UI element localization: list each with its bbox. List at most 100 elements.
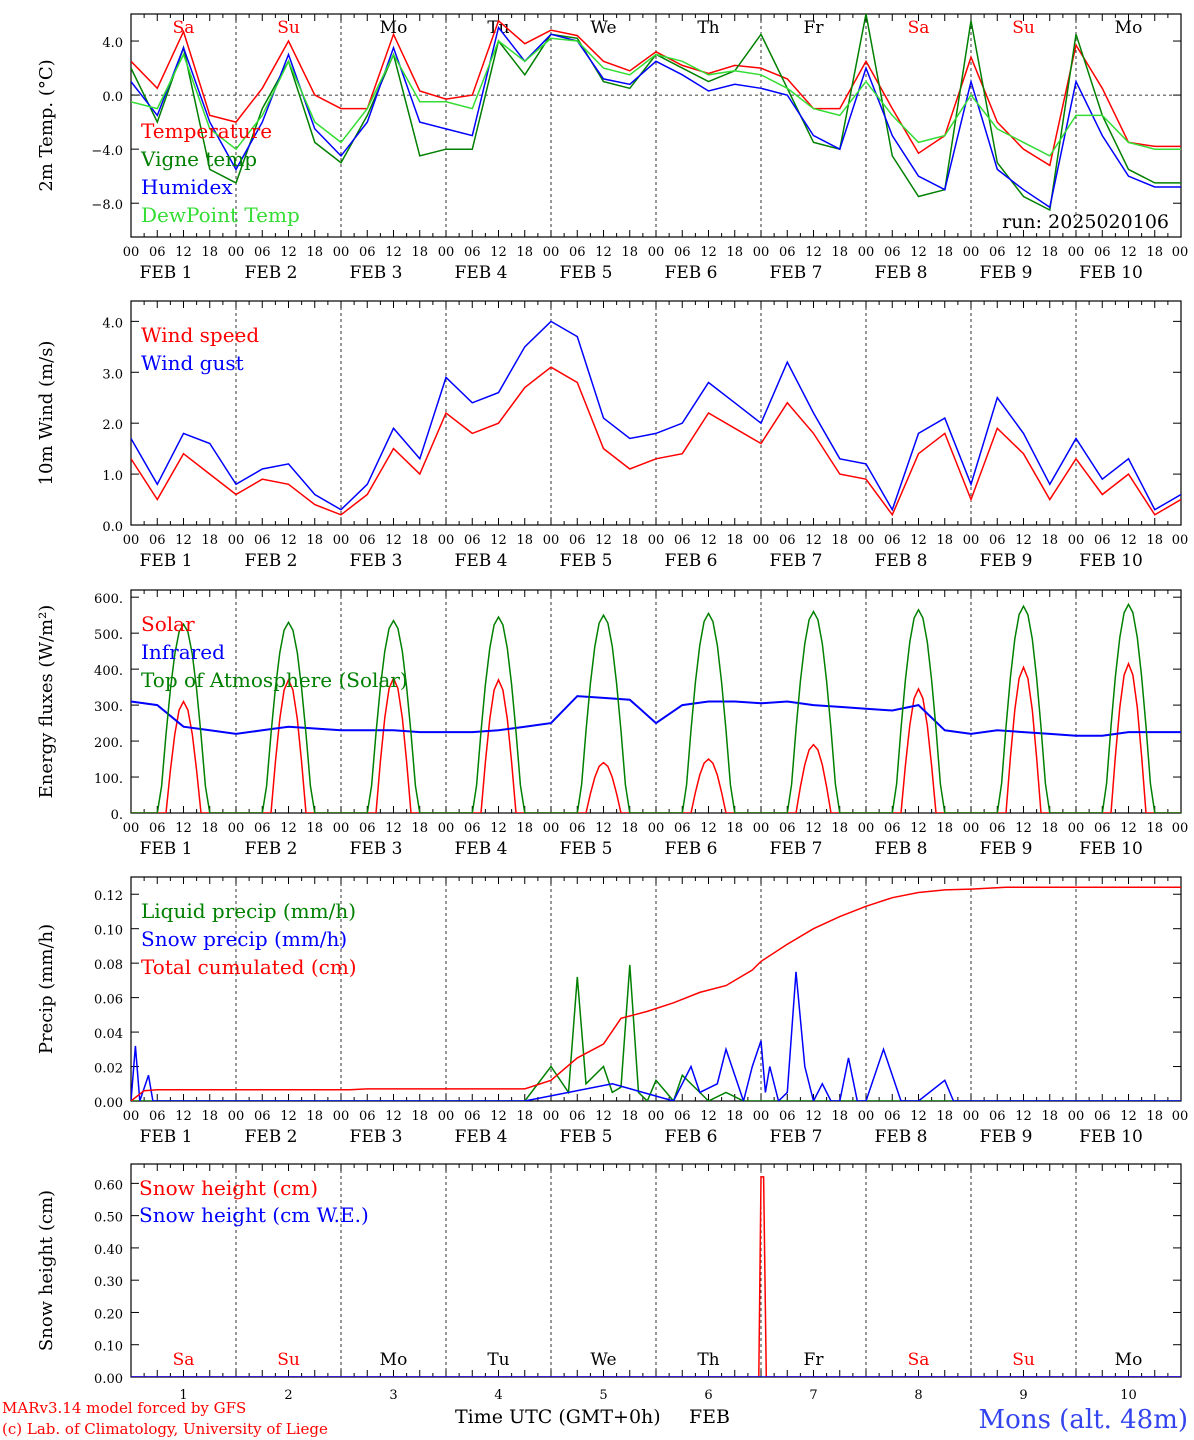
hour-label: 06 [989, 821, 1006, 836]
hour-label: 12 [385, 1109, 402, 1124]
date-label: FEB 6 [665, 1127, 718, 1147]
day-label: Tu [487, 1350, 509, 1370]
date-label: FEB 7 [770, 263, 823, 283]
day-label: Fr [804, 1350, 825, 1370]
hour-label: 18 [621, 821, 638, 836]
series-line-liquid-precip-mm-h- [131, 964, 1181, 1101]
day-number: 9 [1019, 1388, 1027, 1403]
hour-label: 18 [516, 1109, 533, 1124]
hour-label: 00 [858, 533, 875, 548]
day-label: Su [277, 1350, 300, 1370]
series-line-total-cumulated-cm- [131, 886, 1181, 1101]
hour-label: 00 [333, 1109, 350, 1124]
hour-label: 18 [936, 821, 953, 836]
hour-label: 06 [989, 1109, 1006, 1124]
y-tick-label: 4.0 [102, 36, 123, 51]
hour-label: 12 [910, 821, 927, 836]
hour-label: 06 [149, 1109, 166, 1124]
hour-label: 06 [674, 533, 691, 548]
hour-label: 06 [989, 533, 1006, 548]
day-label: Mo [380, 18, 408, 38]
legend-entry: Top of Atmosphere (Solar) [141, 668, 408, 692]
hour-label: 06 [884, 533, 901, 548]
hour-label: 12 [700, 245, 717, 260]
date-label: FEB 4 [455, 263, 508, 283]
hour-label: 00 [648, 821, 665, 836]
hour-label: 00 [438, 533, 455, 548]
day-label: Su [1012, 1350, 1035, 1370]
y-tick-label: 0.08 [94, 958, 123, 973]
y-tick-label: 0.0 [102, 90, 123, 105]
hour-label: 18 [726, 533, 743, 548]
day-number: 10 [1120, 1388, 1137, 1403]
series-line-dewpoint-temp [131, 37, 1181, 157]
plot-frame [130, 300, 1182, 526]
hour-label: 06 [779, 1109, 796, 1124]
hour-label: 06 [884, 821, 901, 836]
hour-label: 00 [123, 821, 140, 836]
y-tick-label: 2.0 [102, 418, 123, 433]
date-label: FEB 3 [350, 263, 403, 283]
hour-label: 00 [753, 533, 770, 548]
date-label: FEB 5 [560, 839, 613, 859]
series-line-snow-precip-mm-h- [131, 971, 1181, 1101]
y-tick-label: 0. [111, 808, 123, 823]
date-label: FEB 3 [350, 1127, 403, 1147]
hour-label: 18 [1041, 245, 1058, 260]
hour-label: 06 [1094, 245, 1111, 260]
hour-label: 06 [884, 245, 901, 260]
date-label: FEB 6 [665, 839, 718, 859]
hour-label: 12 [490, 821, 507, 836]
hour-label: 12 [175, 245, 192, 260]
date-label: FEB 1 [140, 551, 193, 571]
y-tick-label: 4.0 [102, 316, 123, 331]
hour-label: 18 [1041, 533, 1058, 548]
y-tick-label: 0.04 [94, 1027, 123, 1042]
hour-label: 18 [621, 533, 638, 548]
hour-label: 06 [464, 1109, 481, 1124]
hour-label: 00 [1172, 1109, 1189, 1124]
y-tick-label: 0.30 [94, 1275, 123, 1290]
hour-label: 12 [595, 245, 612, 260]
hour-label: 12 [1015, 1109, 1032, 1124]
date-label: FEB 1 [140, 263, 193, 283]
hour-label: 00 [1068, 245, 1085, 260]
hour-label: 12 [805, 1109, 822, 1124]
hour-label: 00 [1172, 245, 1189, 260]
hour-label: 06 [464, 533, 481, 548]
hour-label: 00 [438, 245, 455, 260]
legend-entry: Liquid precip (mm/h) [141, 899, 356, 923]
day-label: We [590, 1350, 616, 1370]
hour-label: 12 [385, 245, 402, 260]
y-tick-label: 300. [94, 700, 123, 715]
hour-label: 06 [464, 821, 481, 836]
y-axis-label: Snow height (cm) [36, 1190, 57, 1351]
legend-entry: Solar [141, 612, 195, 636]
hour-label: 06 [1094, 533, 1111, 548]
hour-label: 18 [306, 245, 323, 260]
y-tick-label: 600. [94, 592, 123, 607]
hour-label: 12 [595, 821, 612, 836]
y-tick-label: 0.10 [94, 924, 123, 939]
hour-label: 00 [1068, 821, 1085, 836]
hour-label: 06 [779, 245, 796, 260]
hour-label: 18 [831, 1109, 848, 1124]
date-label: FEB 7 [770, 551, 823, 571]
hour-label: 06 [254, 245, 271, 260]
legend-entry: Infrared [141, 640, 225, 664]
hour-label: 06 [149, 821, 166, 836]
y-tick-label: 0.10 [94, 1340, 123, 1355]
y-axis-label: Energy fluxes (W/m²) [36, 605, 57, 799]
legend-entry: Snow precip (mm/h) [141, 927, 347, 951]
day-label: Su [277, 18, 300, 38]
y-tick-label: 0.02 [94, 1062, 123, 1077]
hour-label: 06 [779, 821, 796, 836]
hour-label: 18 [411, 245, 428, 260]
hour-label: 00 [1068, 533, 1085, 548]
hour-label: 06 [569, 533, 586, 548]
y-tick-label: 3.0 [102, 367, 123, 382]
hour-label: 00 [543, 1109, 560, 1124]
hour-label: 12 [490, 533, 507, 548]
legend-entry: DewPoint Temp [141, 203, 300, 227]
hour-label: 00 [333, 245, 350, 260]
